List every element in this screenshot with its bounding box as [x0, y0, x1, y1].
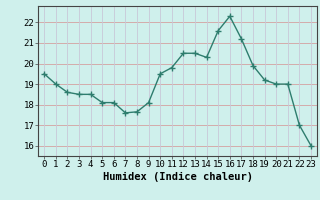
X-axis label: Humidex (Indice chaleur): Humidex (Indice chaleur) [103, 172, 252, 182]
